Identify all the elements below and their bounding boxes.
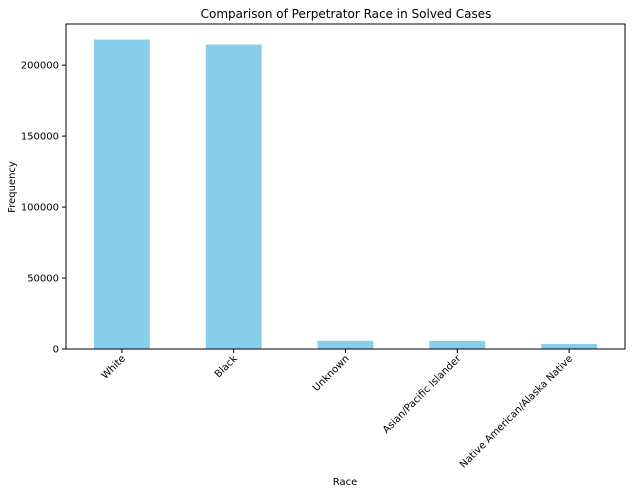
plot-frame [65,23,626,350]
y-tick-label: 50000 [27,274,59,285]
y-tick-label: 150000 [21,132,59,143]
bar-black [205,44,262,349]
x-tick-label-black: Black [213,353,240,380]
bar-white [93,39,150,349]
y-tick-label: 100000 [21,203,59,214]
bar-asian-pacific-islander [429,340,486,349]
x-axis-label: Race [333,477,358,488]
x-tick-label-unknown: Unknown [311,353,352,394]
y-tick-label: 200000 [21,61,59,72]
bar-native-american-alaska-native [541,344,598,349]
x-tick-label-white: White [100,353,128,381]
x-tick-label-asian-pacific-islander: Asian/Pacific Islander [381,353,464,436]
y-tick-label: 0 [53,345,59,356]
y-axis: 0 50000 100000 150000 200000 [21,61,66,356]
bars-group [93,39,598,349]
bar-unknown [317,340,374,349]
y-axis-label: Frequency [7,161,18,213]
x-axis: White Black Unknown Asian/Pacific IslanderN… [100,349,575,471]
chart-title: Comparison of Perpetrator Race in Solved… [201,7,492,21]
x-tick-label-native-american-alaska-native: Native American/Alaska Native [458,353,575,470]
